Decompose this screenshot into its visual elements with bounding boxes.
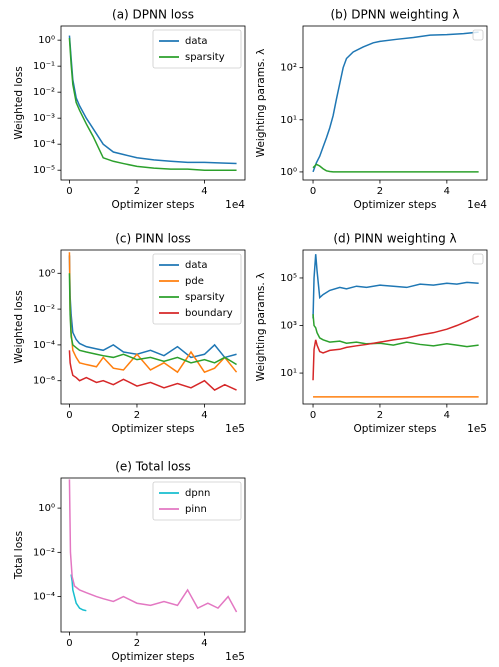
y-tick-label: 10⁻² [33,87,55,98]
x-tick-label: 4 [444,410,450,421]
y-tick-label: 10¹ [280,368,297,379]
y-tick-label: 10⁻⁶ [33,376,55,387]
legend-box [152,481,242,521]
x-axis-label: Optimizer steps [112,651,195,663]
y-axis-label: Weighted loss [13,66,25,139]
chart-title: (c) PINN loss [115,232,191,246]
x-offset-label: 1e4 [225,199,245,211]
x-tick-label: 0 [310,186,316,197]
panel: 0 2 4 10⁰ 10¹ 10² (b) DPNN weighting λ Optimize… [255,8,488,211]
axes-frame [60,249,246,405]
x-tick-label: 0 [66,186,72,197]
x-tick-label: 2 [377,410,383,421]
axes-frame [60,477,246,633]
legend-label: sparsity [185,52,225,63]
legend-label: data [185,260,208,271]
y-tick-label: 10² [280,63,297,74]
chart-title: (d) PINN weighting λ [333,232,456,246]
x-tick-label: 4 [201,186,207,197]
y-axis-label: Weighting params. λ [255,49,267,158]
y-tick-label: 10⁻² [33,304,55,315]
series-line [68,255,237,359]
x-tick-label: 2 [377,186,383,197]
y-tick-label: 10⁰ [38,35,55,46]
y-tick-label: 10⁻⁵ [33,165,55,176]
x-tick-label: 4 [444,186,450,197]
x-axis-label: Optimizer steps [112,199,195,211]
legend-box [152,253,242,325]
legend-box [472,253,484,265]
y-tick-label: 10⁻⁴ [33,592,55,603]
series-line [70,574,87,612]
series-line [68,38,237,171]
x-tick-label: 4 [201,638,207,649]
x-axis-label: Optimizer steps [112,423,195,435]
legend-box [152,29,242,69]
x-offset-label: 1e4 [467,199,487,211]
chart-title: (b) DPNN weighting λ [331,8,460,22]
x-offset-label: 1e5 [467,423,487,435]
series-line [312,315,479,381]
panel: 0 2 4 10¹ 10³ 10⁵ (d) PINN weighting λ Optimize… [255,232,488,435]
series-line [68,252,238,374]
x-tick-label: 2 [134,186,140,197]
y-tick-label: 10⁻¹ [33,61,55,72]
y-tick-label: 10¹ [280,115,297,126]
legend-label: data [185,36,208,47]
x-tick-label: 4 [201,410,207,421]
axes-frame [302,25,488,181]
panel: 0 2 4 10⁰ 10⁻¹ 10⁻² 10⁻³ 10⁻⁴ 10⁻⁵ (a) DPNN loss O… [13,8,246,211]
legend-label: pde [185,276,204,287]
x-tick-label: 2 [134,638,140,649]
y-axis-label: Weighting params. λ [255,273,267,382]
series-line [312,254,479,319]
legend-label: dpnn [185,488,210,499]
series-line [312,314,479,348]
x-axis-label: Optimizer steps [354,199,437,211]
y-axis-label: Total loss [13,531,25,580]
legend-box [472,29,484,41]
x-tick-label: 0 [310,410,316,421]
series-line [312,163,479,173]
series-line [68,35,237,165]
series-line [68,479,238,613]
x-tick-label: 2 [134,410,140,421]
y-tick-label: 10⁰ [38,503,55,514]
y-tick-label: 10⁻³ [33,113,55,124]
x-tick-label: 0 [66,410,72,421]
y-tick-label: 10³ [280,321,297,332]
y-tick-label: 10⁵ [280,273,297,284]
series-line [68,273,237,366]
x-axis-label: Optimizer steps [354,423,437,435]
axes-frame [60,25,246,181]
series-line [68,350,237,391]
legend-label: pinn [185,504,207,515]
x-offset-label: 1e5 [225,651,245,663]
axes-frame [302,249,488,405]
panel: 0 2 4 10⁰ 10⁻² 10⁻⁴ (e) Total loss Optimizer st… [13,460,246,663]
y-tick-label: 10⁻⁴ [33,340,55,351]
chart-title: (a) DPNN loss [112,8,194,22]
panel: 0 2 4 10⁰ 10⁻² 10⁻⁴ 10⁻⁶ (c) PINN loss Optimizer… [13,232,246,435]
y-tick-label: 10⁰ [38,268,55,279]
y-axis-label: Weighted loss [13,290,25,363]
x-tick-label: 0 [66,638,72,649]
y-tick-label: 10⁻² [33,547,55,558]
y-tick-label: 10⁰ [280,167,297,178]
x-offset-label: 1e5 [225,423,245,435]
legend-label: boundary [185,308,233,319]
series-line [312,31,479,173]
y-tick-label: 10⁻⁴ [33,139,55,150]
legend-label: sparsity [185,292,225,303]
chart-title: (e) Total loss [115,460,191,474]
